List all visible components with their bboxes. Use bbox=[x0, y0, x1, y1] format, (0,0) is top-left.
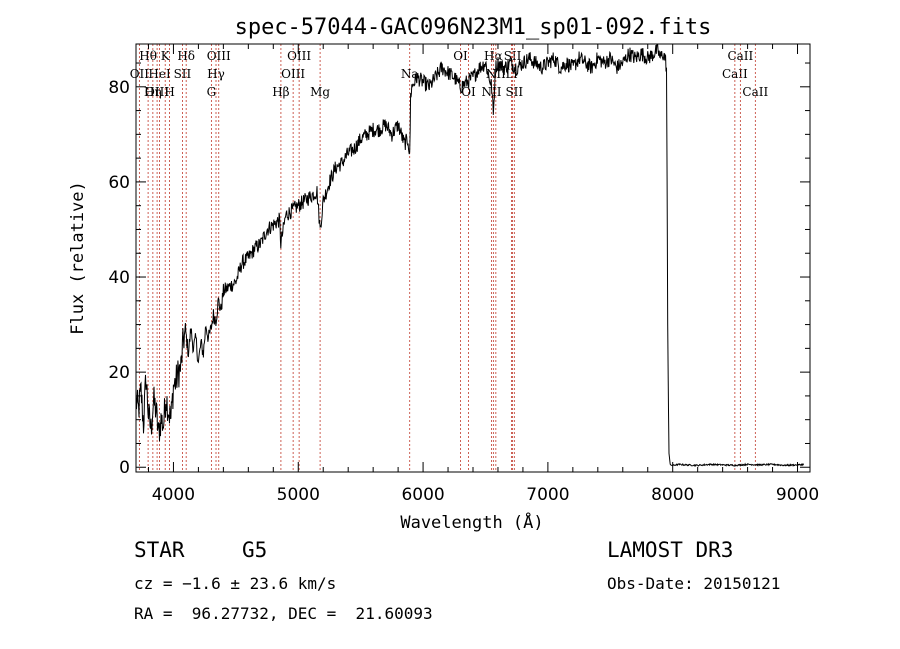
x-axis-label: Wavelength (Å) bbox=[400, 511, 543, 533]
flux-line bbox=[135, 44, 805, 467]
y-tick-label: 20 bbox=[108, 363, 130, 383]
marker-label: Hδ bbox=[177, 49, 195, 63]
flux-series bbox=[135, 44, 805, 467]
y-tick-label: 80 bbox=[108, 78, 130, 98]
marker-label: CaII bbox=[722, 67, 748, 81]
x-tick-label: 9000 bbox=[776, 485, 819, 505]
y-axis-label: Flux (relative) bbox=[68, 181, 88, 335]
marker-label: Hα bbox=[484, 49, 503, 63]
marker-label: SII bbox=[174, 67, 192, 81]
y-tick-label: 0 bbox=[119, 458, 130, 478]
axis-ticks: 4000 5000 6000 7000 8000 9000 0 20 40 60 80 bbox=[108, 44, 819, 505]
marker-label: Hθ bbox=[139, 49, 157, 63]
marker-label: K bbox=[161, 49, 171, 63]
marker-label: G bbox=[207, 85, 217, 99]
marker-label: HeI bbox=[148, 67, 171, 81]
marker-label: H bbox=[164, 85, 174, 99]
marker-label: Mg bbox=[310, 85, 330, 99]
marker-label: OIII bbox=[207, 49, 231, 63]
x-tick-label: 7000 bbox=[526, 485, 569, 505]
marker-label: CaII bbox=[742, 85, 768, 99]
marker-label: CaII bbox=[727, 49, 753, 63]
marker-label: Na bbox=[401, 67, 419, 81]
x-tick-label: 6000 bbox=[401, 485, 444, 505]
marker-label: Li bbox=[506, 67, 518, 81]
line-markers: HθOIIHηOIIIHeIKHSIIHδGHγOIIIHβOIIIOIIIMg… bbox=[130, 44, 768, 472]
chart-title: spec-57044-GAC096N23M1_sp01-092.fits bbox=[235, 15, 712, 40]
marker-label: OII bbox=[130, 67, 150, 81]
x-tick-label: 8000 bbox=[651, 485, 694, 505]
y-tick-label: 60 bbox=[108, 173, 130, 193]
marker-label: Hγ bbox=[207, 67, 225, 81]
marker-label: OIII bbox=[287, 49, 311, 63]
marker-label: OIII bbox=[145, 85, 169, 99]
marker-label: OI bbox=[461, 85, 476, 99]
survey-name: LAMOST DR3 bbox=[607, 538, 734, 562]
marker-label: SII bbox=[504, 49, 522, 63]
x-tick-label: 4000 bbox=[152, 485, 195, 505]
marker-label: Hβ bbox=[272, 85, 289, 99]
obs-date: Obs-Date: 20150121 bbox=[607, 574, 781, 593]
subclass: G5 bbox=[242, 538, 268, 562]
marker-label: SII bbox=[505, 85, 523, 99]
marker-label: OIII bbox=[281, 67, 305, 81]
object-class: STAR bbox=[134, 538, 185, 562]
redshift-text: cz = −1.6 ± 23.6 km/s bbox=[134, 574, 337, 593]
x-tick-label: 5000 bbox=[277, 485, 320, 505]
coordinates: RA = 96.27732, DEC = 21.60093 bbox=[134, 604, 433, 623]
y-tick-label: 40 bbox=[108, 268, 130, 288]
plot-frame bbox=[135, 43, 811, 473]
marker-label: OI bbox=[453, 49, 468, 63]
